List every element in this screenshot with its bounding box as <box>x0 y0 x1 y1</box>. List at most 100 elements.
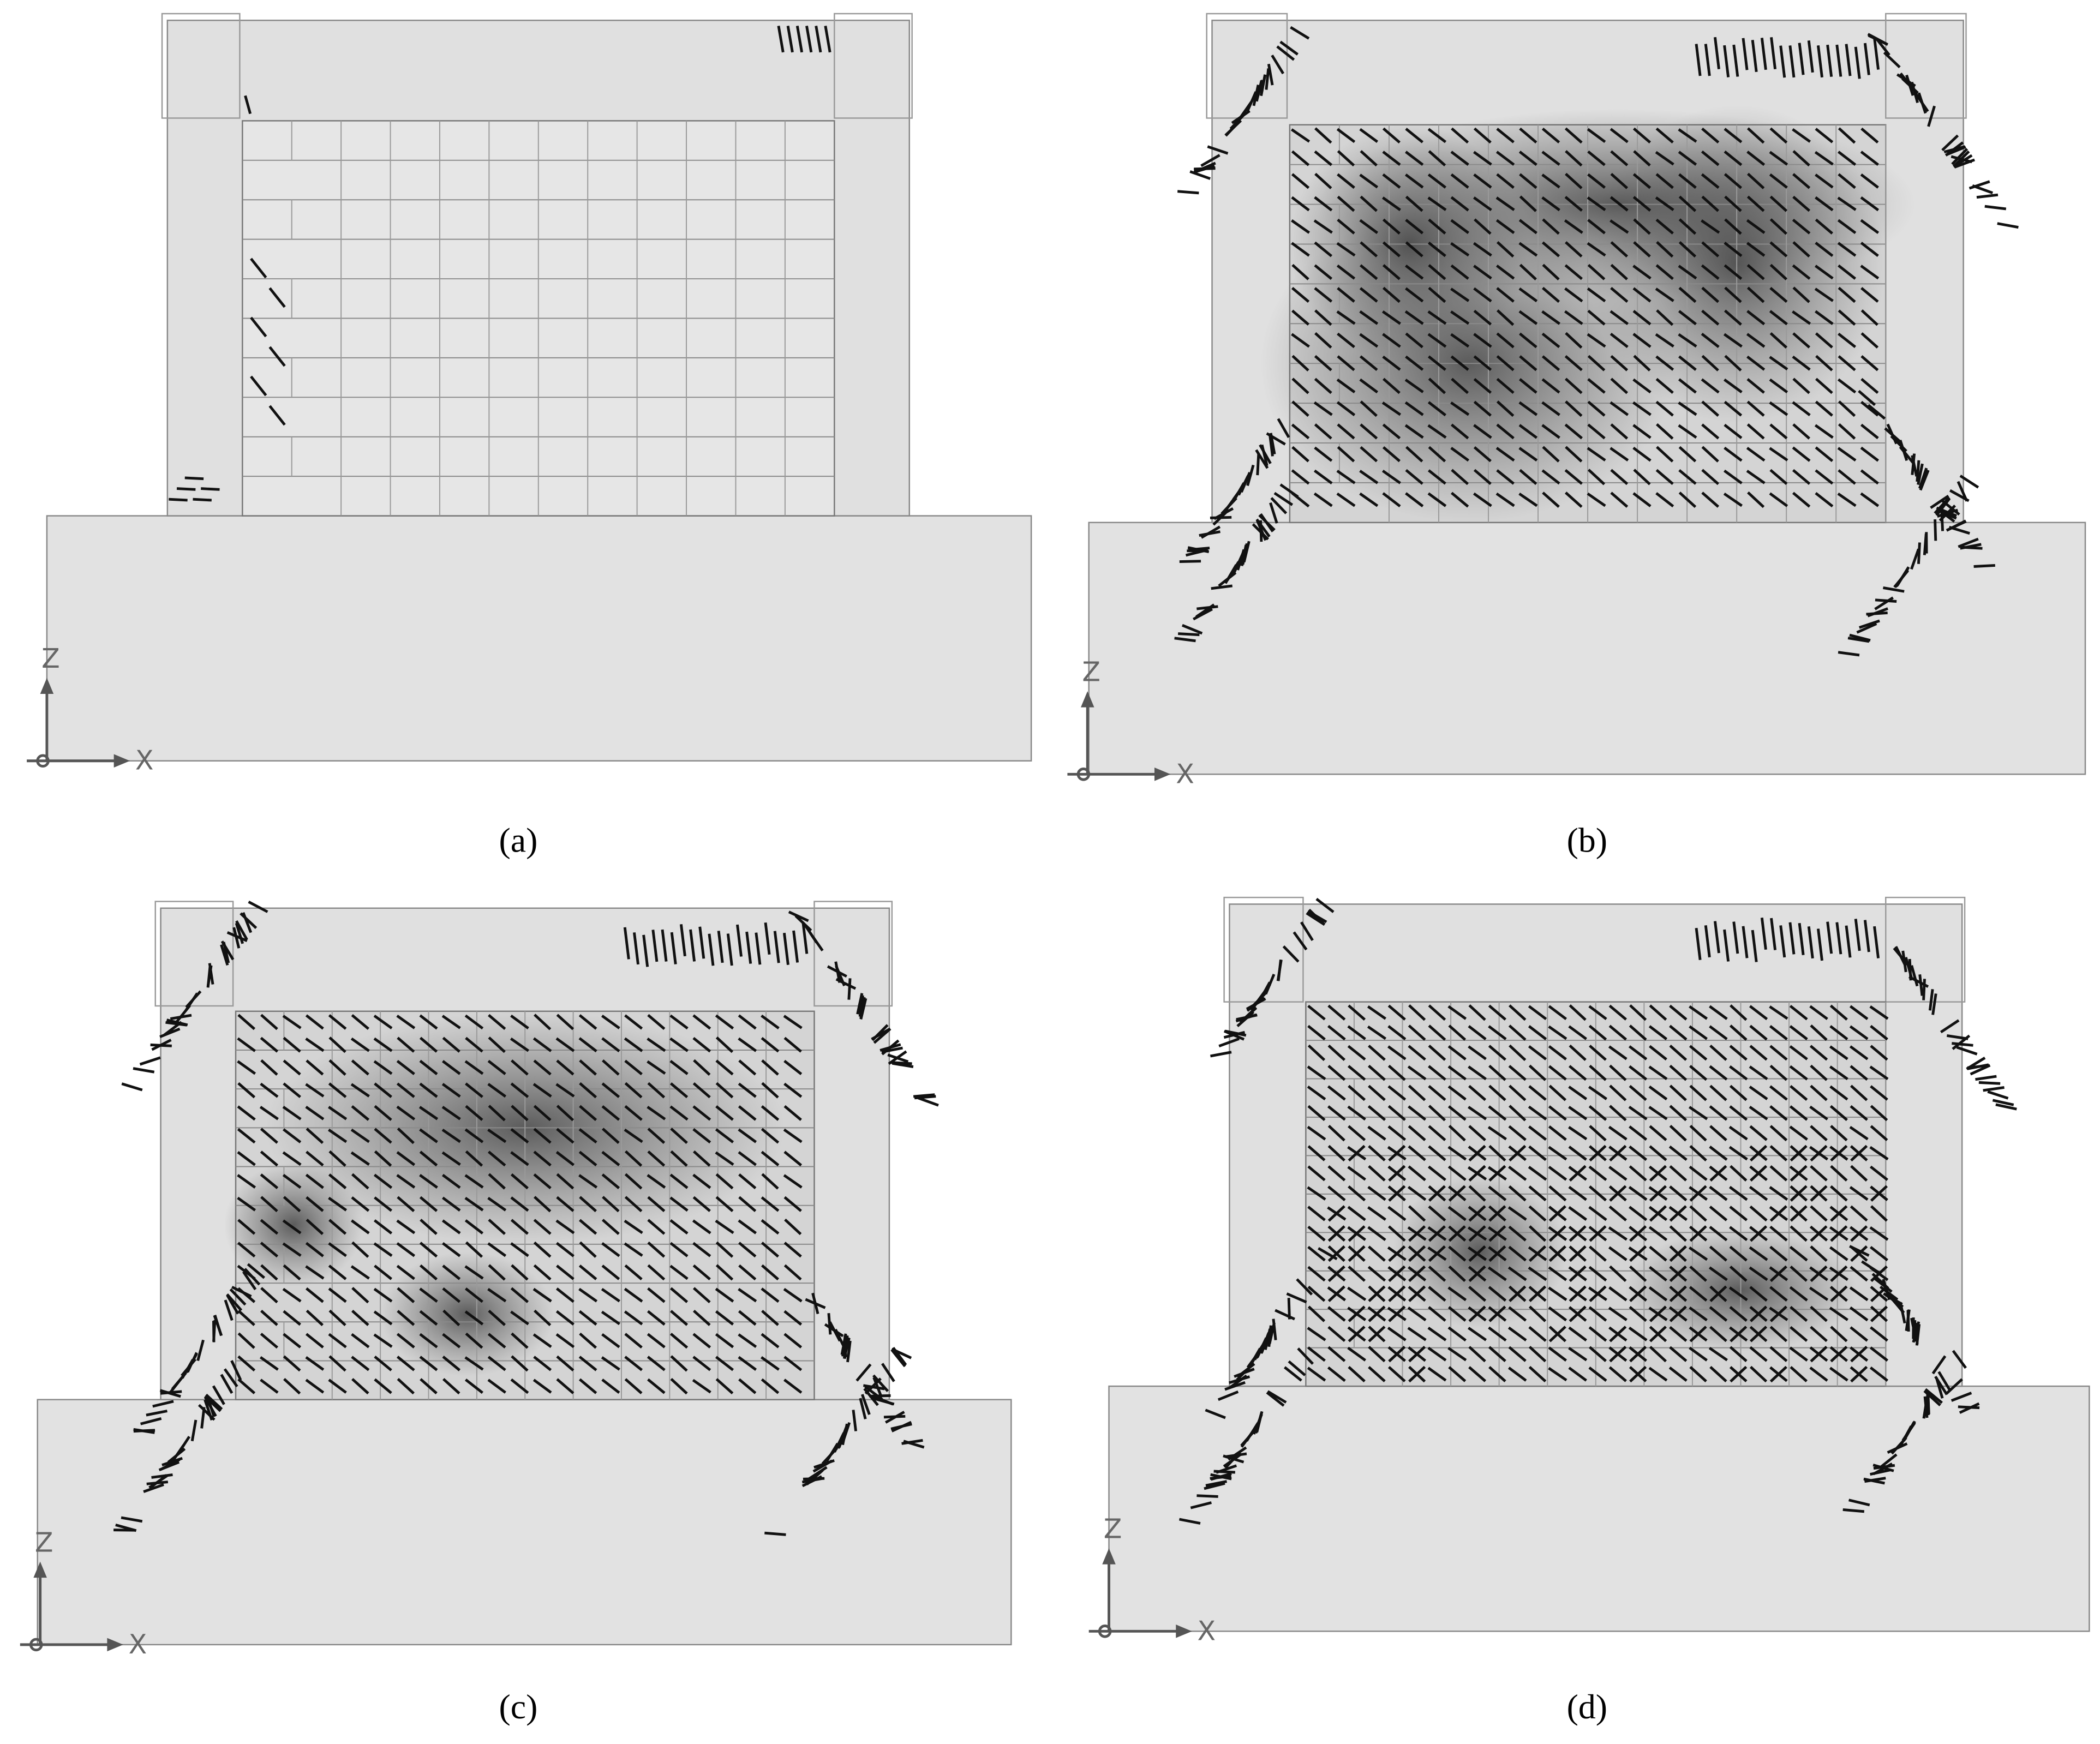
crack <box>1910 965 1919 987</box>
crack <box>1427 196 1447 211</box>
crack <box>1587 263 1606 280</box>
crack <box>1336 264 1356 280</box>
crack <box>1427 128 1447 143</box>
crack <box>579 1082 597 1099</box>
crack <box>1937 1371 1951 1391</box>
crack <box>1830 1185 1848 1202</box>
crack <box>206 965 213 987</box>
crack <box>881 1363 895 1382</box>
crack <box>1568 1126 1588 1141</box>
crack <box>1729 1045 1748 1061</box>
crack <box>1509 1084 1527 1101</box>
crack <box>1629 1024 1647 1041</box>
crack <box>1649 1125 1667 1141</box>
crack <box>1405 241 1423 257</box>
crack <box>1850 1144 1868 1162</box>
crack <box>1610 377 1629 394</box>
crack <box>1724 264 1743 280</box>
crack <box>692 1196 711 1212</box>
crack <box>268 287 286 308</box>
crack <box>1632 446 1652 462</box>
crack <box>1847 637 1870 643</box>
crack <box>1746 172 1765 189</box>
crack <box>1279 40 1299 56</box>
crack <box>1669 1185 1688 1202</box>
crack <box>1589 1285 1607 1302</box>
crack <box>1488 1045 1506 1061</box>
crack <box>1224 1381 1246 1391</box>
crack <box>510 1037 529 1052</box>
crack <box>738 1128 757 1143</box>
crack <box>715 1356 734 1371</box>
crack <box>151 1039 172 1051</box>
crack <box>1729 1024 1748 1041</box>
crack <box>511 1332 529 1349</box>
crack <box>1587 196 1606 212</box>
crack <box>1701 355 1719 371</box>
crack <box>1496 400 1515 417</box>
crack <box>1519 355 1537 371</box>
crack <box>852 1410 858 1431</box>
crack <box>1269 435 1274 457</box>
crack <box>1405 264 1424 280</box>
crack <box>465 1241 483 1258</box>
crack <box>1701 241 1720 257</box>
crack <box>1388 1305 1406 1322</box>
crack <box>1286 1292 1307 1304</box>
crack <box>396 1264 415 1280</box>
crack <box>1568 1106 1588 1120</box>
crack <box>761 1378 780 1394</box>
crack <box>1447 1146 1467 1161</box>
crack <box>260 1173 279 1189</box>
crack <box>488 1264 506 1281</box>
crack <box>1729 1266 1748 1282</box>
crack <box>1814 151 1834 166</box>
crack <box>1314 309 1332 326</box>
crack <box>783 1174 803 1189</box>
crack <box>1826 921 1833 954</box>
crack <box>1810 1265 1828 1282</box>
crack <box>783 1105 802 1121</box>
crack <box>441 1128 461 1143</box>
crack <box>1838 332 1857 349</box>
crack <box>1468 1225 1486 1242</box>
crack <box>669 1264 689 1280</box>
crack <box>1468 1004 1486 1021</box>
crack <box>1849 1306 1869 1322</box>
crack <box>1359 287 1378 303</box>
crack <box>1382 196 1401 211</box>
crack <box>1628 1105 1648 1120</box>
crack <box>305 1173 324 1189</box>
crack <box>1815 492 1834 508</box>
crack <box>1678 469 1697 485</box>
crack <box>1269 502 1278 524</box>
crack <box>1347 1065 1366 1081</box>
crack <box>827 1313 832 1335</box>
crack <box>1542 218 1560 235</box>
crack <box>1837 196 1857 211</box>
crack <box>1314 355 1332 371</box>
crack <box>1210 1051 1232 1058</box>
crack <box>669 1242 689 1257</box>
crack <box>420 1219 438 1235</box>
crack <box>1608 1125 1628 1141</box>
crack <box>692 1173 711 1189</box>
crack <box>1709 1185 1728 1201</box>
crack <box>1810 1185 1828 1202</box>
crack <box>1610 469 1629 486</box>
crack <box>1608 1286 1628 1302</box>
crack <box>1701 400 1720 417</box>
crack <box>442 1333 461 1349</box>
crack <box>1468 1144 1486 1162</box>
crack <box>738 1219 757 1234</box>
crack <box>1404 401 1424 416</box>
crack <box>328 1287 347 1303</box>
crack <box>1910 548 1920 570</box>
crack <box>647 1082 666 1099</box>
crack <box>1689 1225 1707 1242</box>
crack <box>1337 446 1355 463</box>
crack <box>1428 1024 1446 1041</box>
crack <box>1668 1145 1688 1161</box>
crack <box>534 1196 552 1213</box>
crack <box>1508 1024 1527 1041</box>
